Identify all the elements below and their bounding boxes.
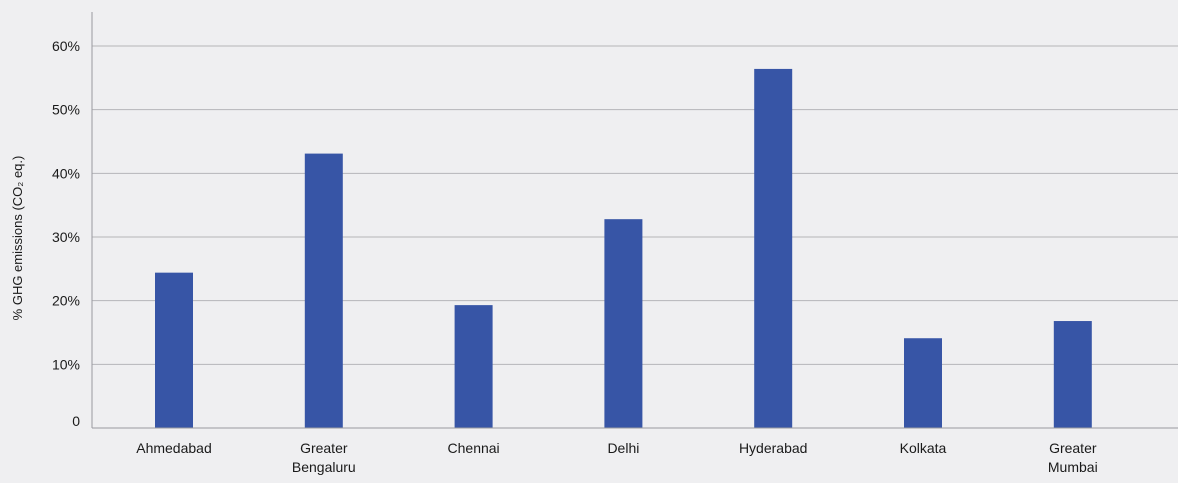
x-tick-label: Delhi xyxy=(607,440,639,456)
bar xyxy=(904,338,942,428)
bar xyxy=(155,272,193,428)
bar xyxy=(304,153,343,428)
x-tick-label: Greater Bengaluru xyxy=(292,440,356,475)
y-tick-label: 30% xyxy=(52,229,80,245)
y-tick-label: 20% xyxy=(52,293,80,309)
bar xyxy=(1053,321,1092,428)
x-tick-label: Greater Mumbai xyxy=(1048,440,1098,475)
bar xyxy=(754,68,793,429)
y-tick-labels: 0 10% 20% 30% 40% 50% 60% xyxy=(52,38,80,429)
y-tick-label: 10% xyxy=(52,356,80,372)
x-tick-label: Hyderabad xyxy=(739,440,808,456)
x-tick-labels: Ahmedabad Greater Bengaluru Chennai Delhi Hyd… xyxy=(136,440,1097,475)
bar xyxy=(454,305,493,428)
x-tick-label: Kolkata xyxy=(900,440,947,456)
x-tick-label: Ahmedabad xyxy=(136,440,212,456)
axes xyxy=(91,12,1178,429)
y-axis-title: % GHG emissions (CO₂ eq.) xyxy=(10,156,25,321)
y-tick-label: 40% xyxy=(52,165,80,181)
bar xyxy=(604,219,643,428)
y-tick-label: 50% xyxy=(52,102,80,118)
x-tick-label: Chennai xyxy=(448,440,500,456)
bars xyxy=(155,68,1092,429)
y-tick-label: 0 xyxy=(72,413,80,429)
y-tick-label: 60% xyxy=(52,38,80,54)
